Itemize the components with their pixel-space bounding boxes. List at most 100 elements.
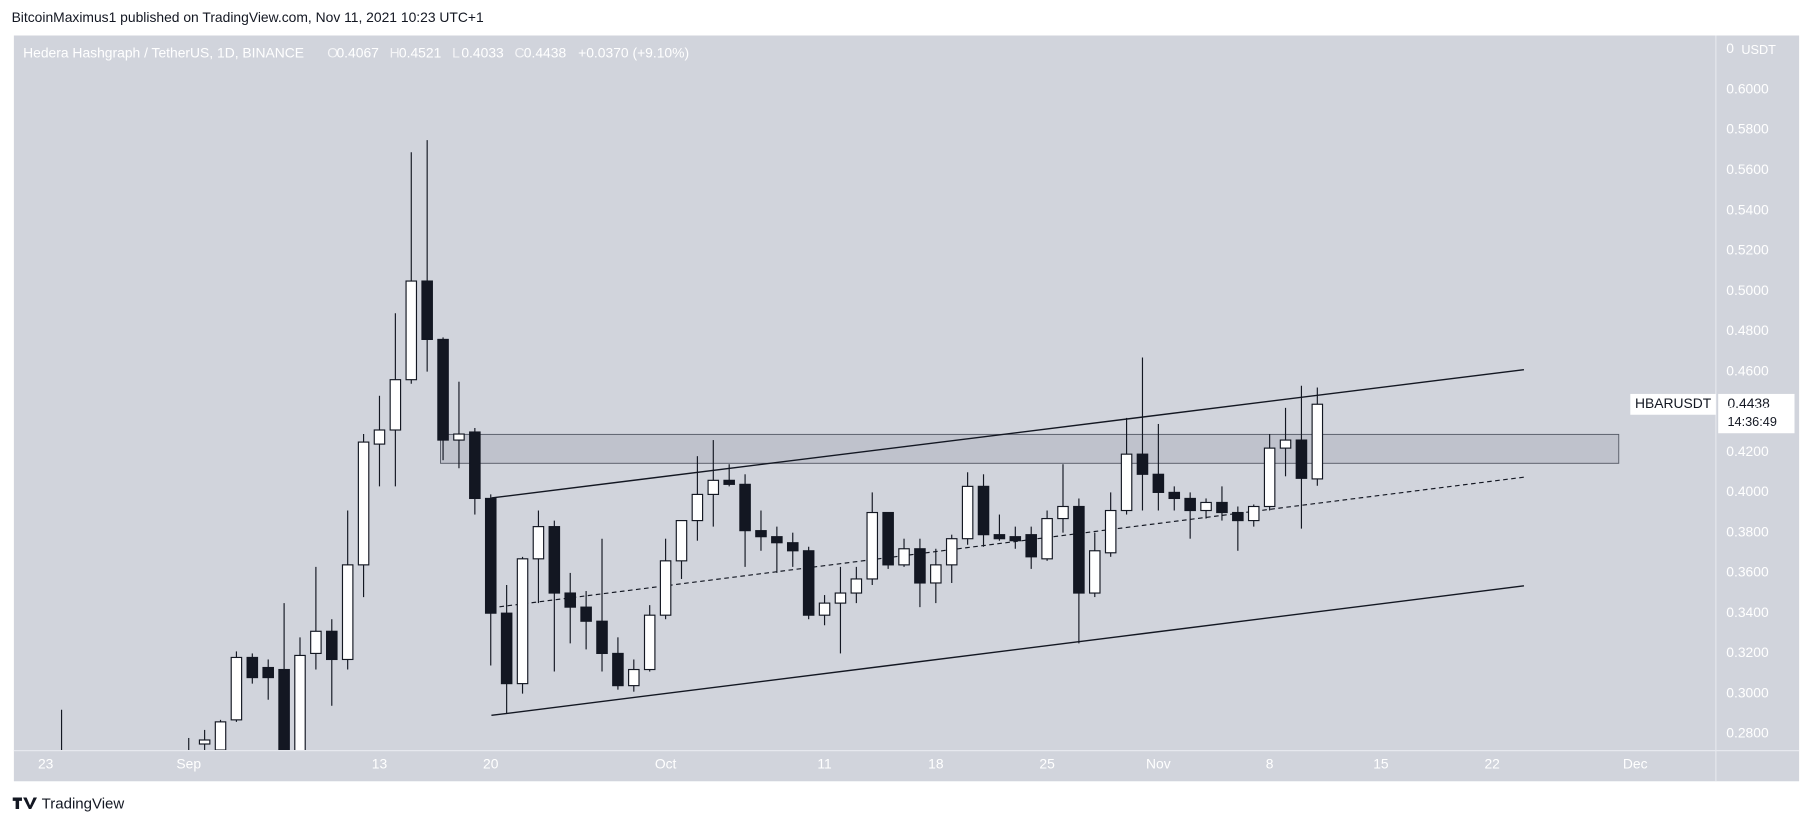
candle-body — [1136, 453, 1149, 475]
y-tick-label: 0.5400 — [1726, 201, 1769, 217]
legend-symbol: Hedera Hashgraph / TetherUS, 1D, BINANCE — [23, 45, 304, 61]
y-tick-label: 0.5200 — [1726, 242, 1769, 258]
candle-body — [977, 485, 990, 536]
y-tick-label: 0.3800 — [1726, 523, 1769, 539]
candle-body — [1120, 453, 1133, 512]
candle-body — [612, 652, 624, 687]
candle-body — [214, 721, 227, 751]
candle-body — [453, 433, 465, 441]
candle-body — [1073, 505, 1085, 594]
price-tag-box — [1718, 393, 1795, 434]
legend-field-label: H — [390, 45, 400, 61]
x-tick-label: 15 — [1373, 756, 1389, 772]
candle-body — [659, 560, 672, 616]
legend-field-value: 0.4521 — [399, 45, 442, 61]
candle-body — [802, 550, 815, 616]
candle-body — [675, 520, 688, 562]
candle-body — [1041, 517, 1053, 560]
x-tick-label: 13 — [372, 756, 388, 772]
countdown: 14:36:49 — [1727, 414, 1776, 429]
candle-body — [564, 592, 577, 608]
candle-body — [373, 429, 386, 445]
candle-body — [1089, 550, 1101, 594]
plot — [60, 140, 1620, 751]
legend-field-label: C — [515, 45, 525, 61]
candle-body — [1152, 473, 1165, 493]
x-tick-label: 25 — [1039, 756, 1055, 772]
x-tick-label: 18 — [928, 756, 944, 772]
symbol-tag-box — [1630, 393, 1716, 415]
candle-body — [723, 479, 735, 485]
candle-body — [1311, 403, 1324, 480]
candle-body — [1200, 501, 1212, 512]
channel-upper — [491, 368, 1525, 499]
legend-fields: O0.4067 H 0.4521 L 0.4033 C 0.4438 — [327, 45, 566, 61]
candle-body — [246, 656, 259, 679]
candle-body — [1247, 505, 1260, 522]
x-tick-label: 20 — [483, 756, 499, 772]
candle-body — [1025, 534, 1037, 558]
candle-body — [993, 534, 1006, 540]
candle-body — [516, 558, 529, 685]
candle-body — [500, 612, 513, 685]
candle-body — [914, 548, 926, 584]
candle-body — [882, 511, 894, 566]
legend-change: +0.0370 (+9.10%) — [578, 45, 689, 61]
candle-body — [294, 654, 306, 751]
channel-lower — [491, 585, 1525, 717]
candle-body — [1232, 511, 1244, 522]
y-tick-label: 0.3400 — [1726, 604, 1769, 620]
y-tick-label: 0.4400 — [1726, 403, 1769, 419]
candle-body — [1279, 439, 1292, 449]
candle-body — [930, 564, 942, 584]
tradingview-logo — [12, 797, 37, 810]
y-tick-label: 0.3600 — [1726, 564, 1769, 580]
candle-body — [310, 630, 322, 655]
y-tick-label: 0.5000 — [1726, 282, 1769, 298]
candle-body — [945, 538, 958, 566]
candle-body — [357, 441, 370, 566]
candle-body — [1057, 505, 1069, 520]
candle-body — [1009, 536, 1022, 542]
candle-body — [469, 431, 481, 500]
candle-body — [786, 542, 799, 552]
x-tick-label: Dec — [1623, 756, 1648, 772]
candle-body — [198, 739, 211, 745]
y-tick-label: 0.2800 — [1726, 725, 1769, 741]
y-tick-label: 0.4800 — [1726, 322, 1769, 338]
x-tick-label: Nov — [1146, 756, 1171, 772]
candle-body — [755, 530, 767, 538]
candle-body — [691, 493, 704, 522]
x-tick-label: Sep — [176, 756, 201, 772]
y-tick-label: 0 — [1726, 40, 1734, 56]
y-tick-label: 0.4200 — [1726, 443, 1769, 459]
candle-body — [1295, 439, 1308, 479]
candle-body — [850, 578, 863, 594]
legend-field-label: O — [327, 45, 338, 61]
candle-body — [771, 536, 783, 544]
candle-body — [1184, 497, 1196, 512]
legend-field-label: L — [452, 45, 460, 61]
y-tick-label: 0.3200 — [1726, 644, 1769, 660]
candle-body — [484, 497, 497, 614]
candle-body — [1104, 509, 1117, 554]
candle-body — [898, 548, 910, 566]
candle-body — [580, 606, 592, 622]
candle-body — [866, 511, 879, 580]
candle-body — [389, 379, 402, 431]
candle-body — [262, 666, 274, 679]
y-tick-label: 0.4000 — [1726, 483, 1769, 499]
candle-body — [405, 280, 418, 381]
candle-body — [628, 668, 640, 687]
candle-body — [643, 614, 656, 671]
candle-body — [1168, 491, 1181, 500]
candle-body — [341, 564, 354, 661]
candle-body — [421, 280, 433, 341]
y-unit: USDT — [1741, 42, 1776, 57]
symbol-tag: HBARUSDT — [1635, 395, 1712, 411]
candle-body — [326, 630, 338, 661]
candle-body — [596, 620, 608, 655]
